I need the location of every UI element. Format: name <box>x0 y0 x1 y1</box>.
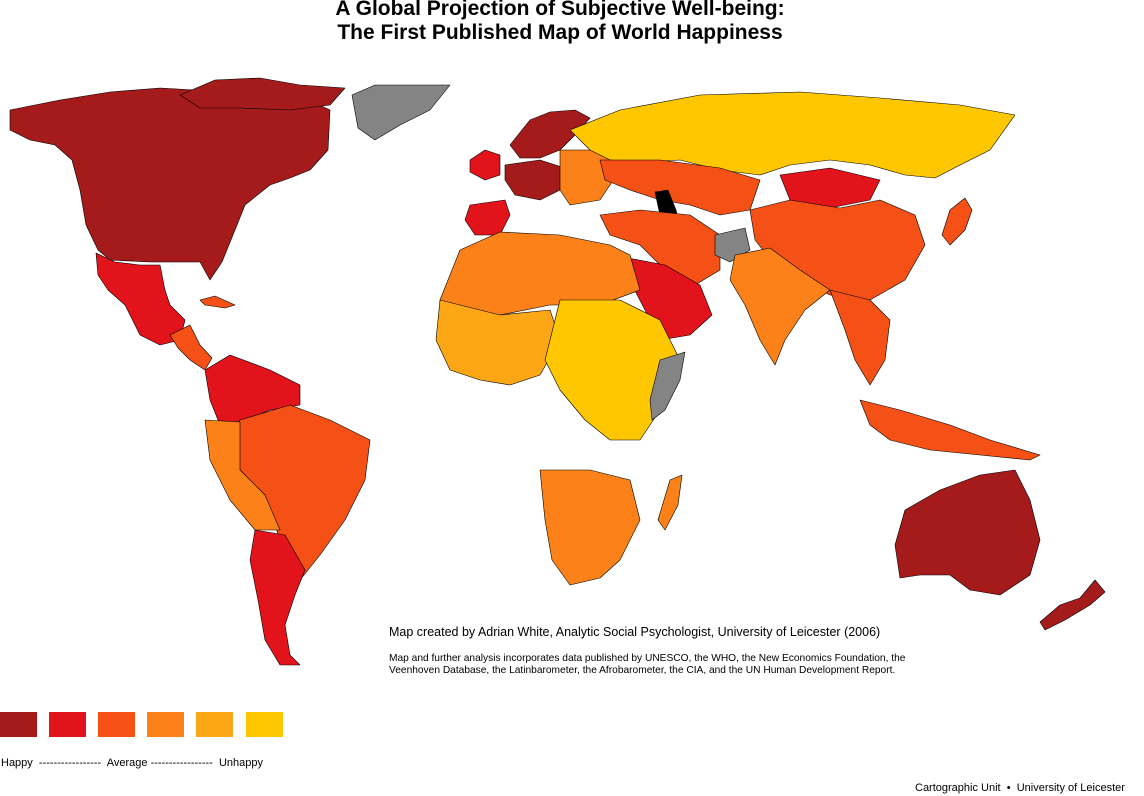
legend-swatch-1 <box>0 712 37 737</box>
region-uk-ireland <box>469 149 501 181</box>
region-horn-africa <box>649 351 686 421</box>
region-mexico <box>95 252 186 346</box>
region-new-zealand <box>1039 579 1106 631</box>
legend-label-happy: Happy <box>1 757 33 769</box>
region-india <box>729 247 831 366</box>
map-title: A Global Projection of Subjective Well-b… <box>0 0 1120 45</box>
region-sahel-east <box>544 299 681 441</box>
region-australia <box>894 469 1041 596</box>
region-madagascar <box>657 474 683 531</box>
region-central-asia <box>599 159 761 216</box>
region-southeast-asia <box>829 289 891 386</box>
footer: Cartographic Unit • University of Leices… <box>915 782 1125 794</box>
legend-swatch-5 <box>196 712 233 737</box>
title-line-2: The First Published Map of World Happine… <box>337 21 783 44</box>
region-canada-usa <box>9 87 331 281</box>
title-line-1: A Global Projection of Subjective Well-b… <box>335 0 785 20</box>
legend-swatch-6 <box>246 712 283 737</box>
region-central-america <box>169 324 213 371</box>
region-west-africa <box>435 299 561 386</box>
legend-label-average: Average <box>106 757 148 769</box>
map-sources: Map and further analysis incorporates da… <box>389 653 906 676</box>
legend-swatch-4 <box>147 712 184 737</box>
footer-separator: • <box>1006 782 1011 794</box>
region-greenland <box>351 84 451 141</box>
map-credit: Map created by Adrian White, Analytic So… <box>389 625 881 639</box>
region-cuba <box>199 295 236 309</box>
region-canadian-arctic <box>179 77 346 111</box>
region-iberia <box>464 199 511 236</box>
region-indonesia <box>859 399 1041 461</box>
region-japan <box>941 197 973 246</box>
legend-swatch-3 <box>98 712 135 737</box>
legend-scale-label: Happy ----------------- Average --------… <box>1 757 263 769</box>
footer-left: Cartographic Unit <box>915 782 1001 794</box>
region-arabia <box>627 257 713 341</box>
region-southern-africa <box>539 469 641 586</box>
region-turkey-iran <box>599 209 721 286</box>
legend-swatch-2 <box>49 712 86 737</box>
legend-dash-1: ----------------- <box>38 757 102 769</box>
legend-dash-2: ----------------- <box>150 757 213 769</box>
region-peru-bolivia <box>204 419 281 531</box>
footer-right: University of Leicester <box>1016 782 1125 794</box>
region-central-europe <box>504 159 566 201</box>
legend-label-unhappy: Unhappy <box>218 757 264 769</box>
region-argentina-chile <box>249 529 306 666</box>
